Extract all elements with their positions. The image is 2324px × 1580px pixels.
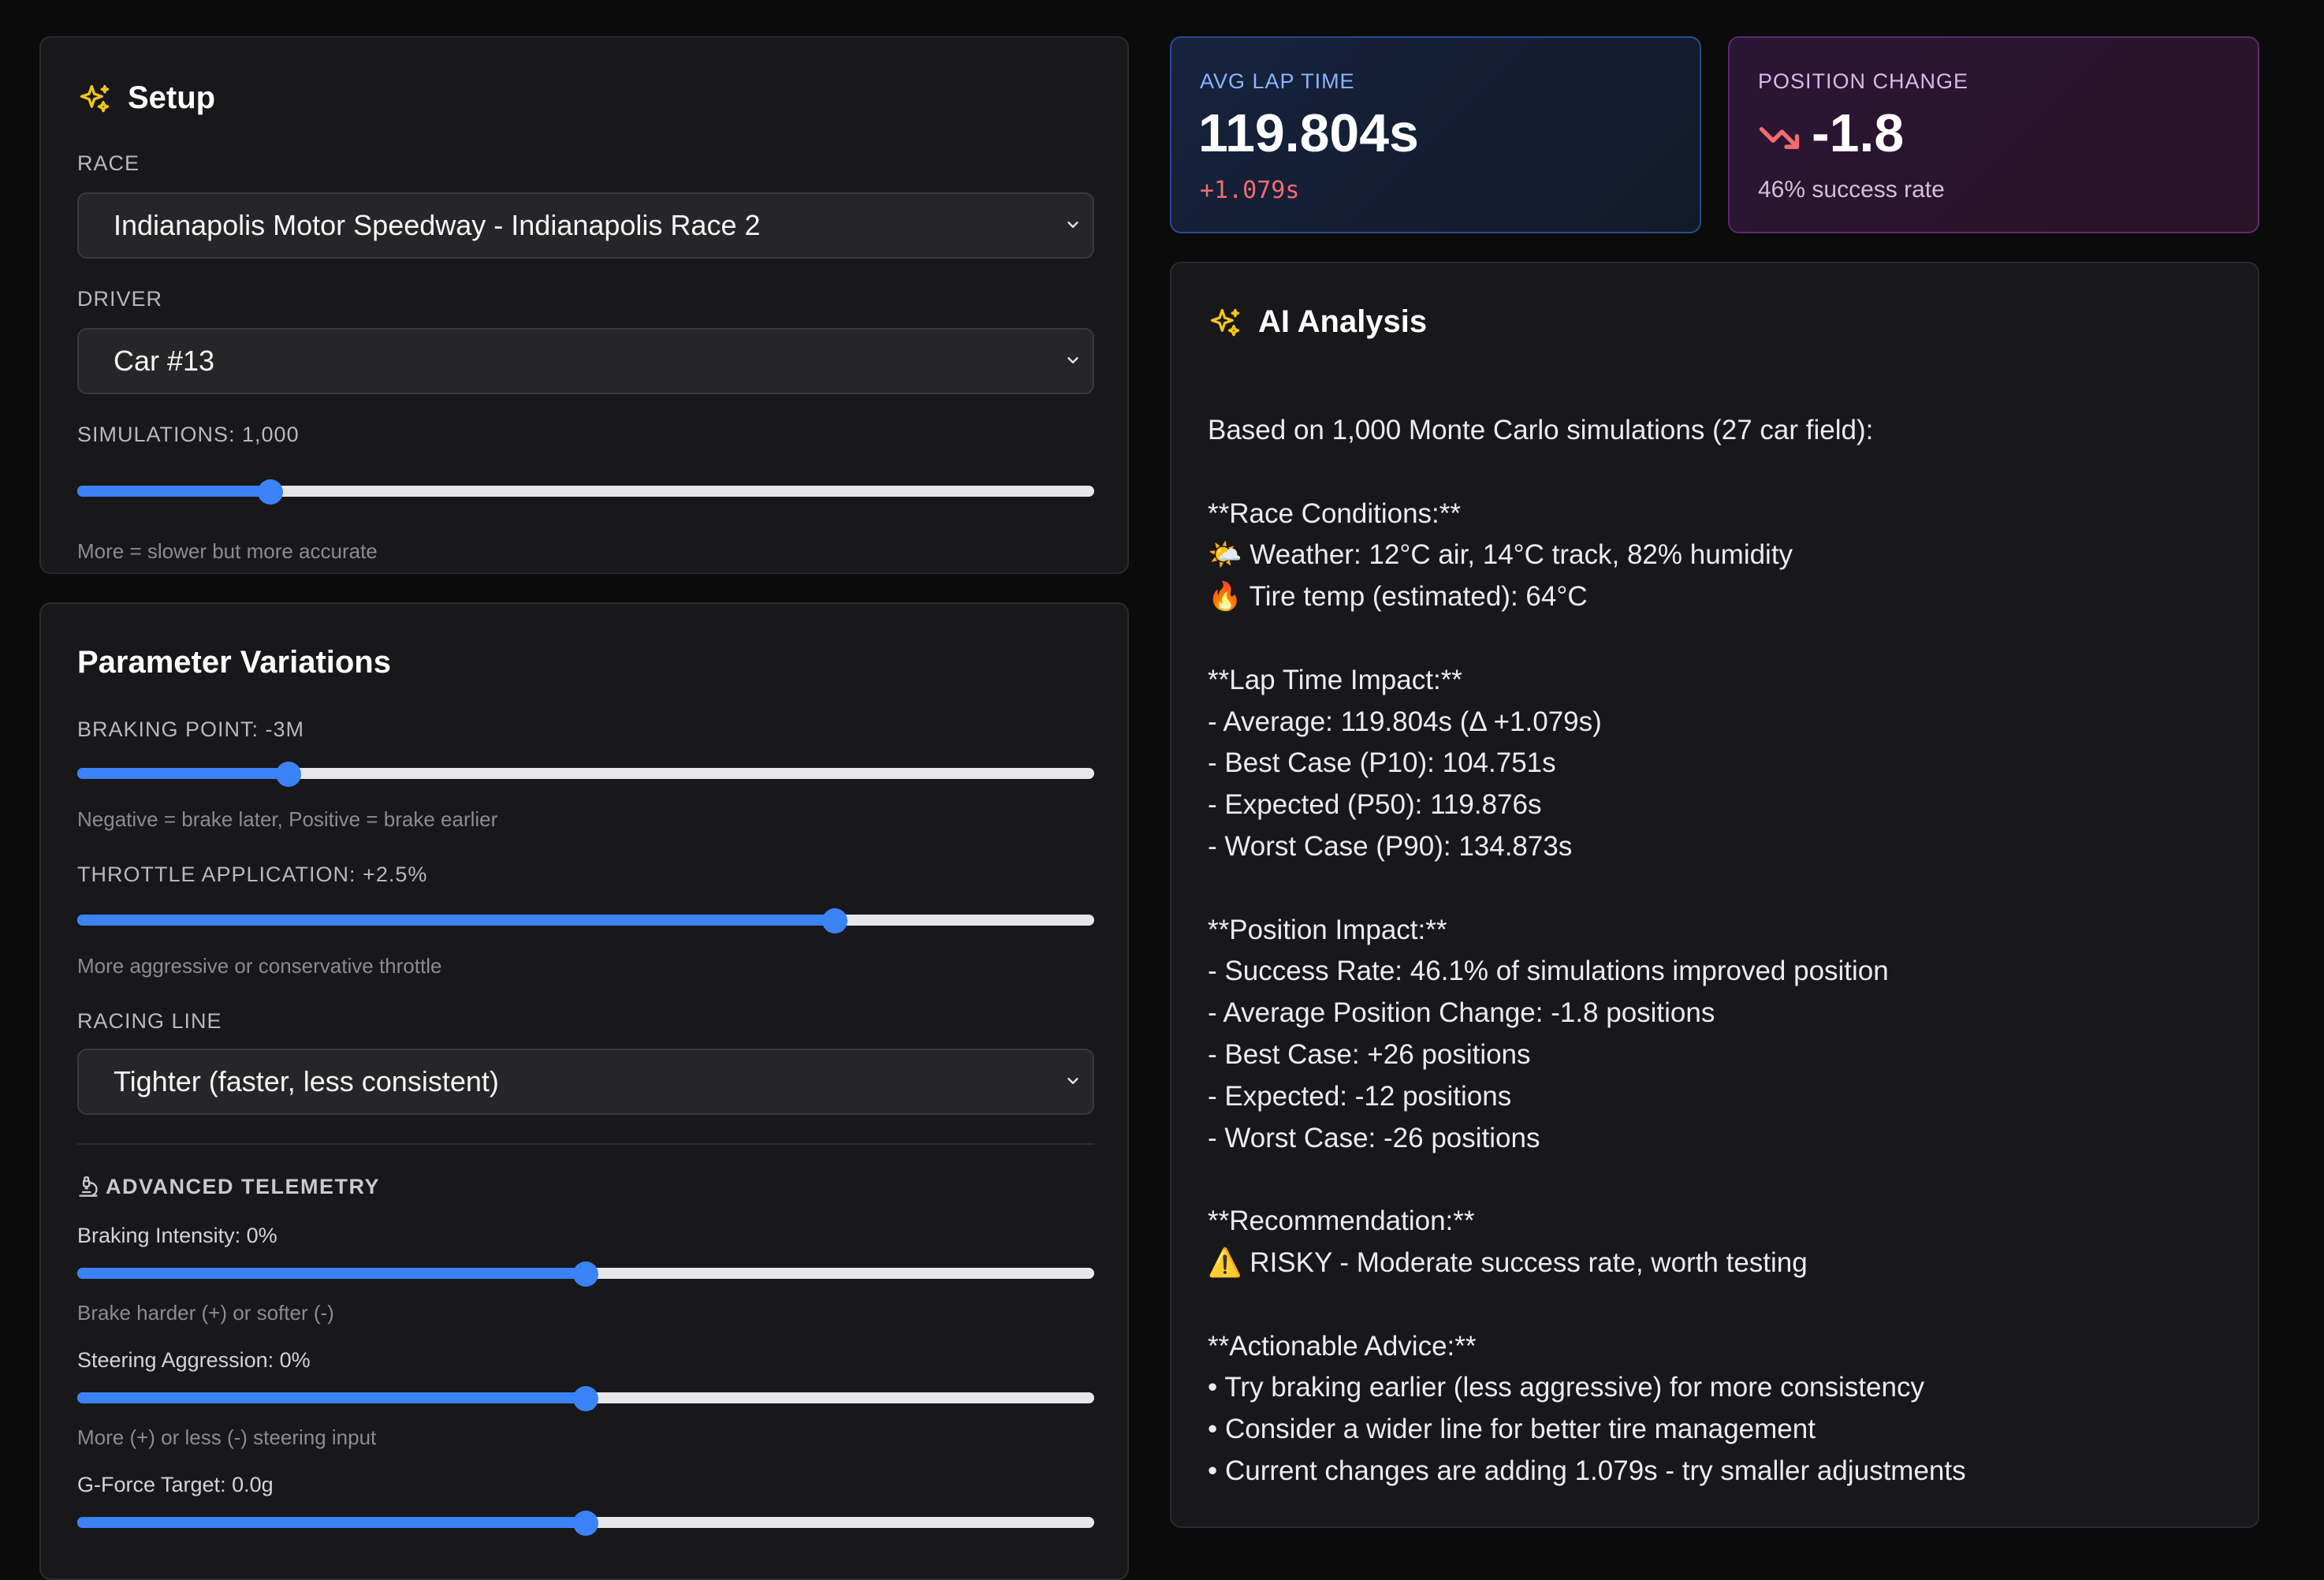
- position-change-value: -1.8: [1812, 103, 1905, 163]
- avg-lap-time-delta: +1.079s: [1200, 177, 1300, 204]
- analysis-line: • Try braking earlier (less aggressive) …: [1208, 1372, 1924, 1403]
- analysis-line: **Race Conditions:**: [1208, 497, 1462, 529]
- slider-thumb[interactable]: [573, 1386, 598, 1411]
- simulations-hint: More = slower but more accurate: [77, 539, 378, 563]
- analysis-line: • Consider a wider line for better tire …: [1208, 1414, 1816, 1445]
- racing-line-label: RACING LINE: [77, 1009, 222, 1033]
- position-change-label: POSITION CHANGE: [1758, 69, 1969, 93]
- avg-lap-time-value: 119.804s: [1198, 103, 1419, 163]
- analysis-line: - Best Case: +26 positions: [1208, 1038, 1531, 1070]
- braking-point-slider[interactable]: [77, 762, 1094, 787]
- chevron-down-icon: [1067, 1078, 1078, 1084]
- analysis-line: - Best Case (P10): 104.751s: [1208, 747, 1556, 779]
- braking-point-label: BRAKING POINT: -3M: [77, 717, 305, 741]
- ai-analysis-panel: AI Analysis Based on 1,000 Monte Carlo s…: [1170, 262, 2259, 1528]
- braking-intensity-label: Braking Intensity: 0%: [77, 1224, 277, 1247]
- analysis-line: • Current changes are adding 1.079s - tr…: [1208, 1455, 1966, 1486]
- microscope-icon: [79, 1176, 98, 1197]
- braking-intensity-hint: Brake harder (+) or softer (-): [77, 1301, 334, 1325]
- advanced-telemetry-title: ADVANCED TELEMETRY: [106, 1175, 381, 1198]
- analysis-line: [1208, 868, 2233, 910]
- setup-title: Setup: [128, 80, 216, 115]
- steering-aggression-label: Steering Aggression: 0%: [77, 1348, 311, 1372]
- slider-fill: [77, 1517, 586, 1528]
- analysis-text: Based on 1,000 Monte Carlo simulations (…: [1208, 410, 2233, 1492]
- analysis-line: [1208, 1159, 2233, 1201]
- section-divider: [77, 1143, 1094, 1145]
- simulations-slider[interactable]: [77, 479, 1094, 505]
- driver-select[interactable]: Car #13: [77, 328, 1094, 394]
- parameter-variations-title: Parameter Variations: [77, 645, 391, 680]
- analysis-line: [1208, 452, 2233, 494]
- sparkles-icon: [80, 84, 110, 113]
- race-select-value: Indianapolis Motor Speedway - Indianapol…: [114, 209, 761, 241]
- analysis-line: - Expected (P50): 119.876s: [1208, 789, 1542, 821]
- braking-intensity-slider[interactable]: [77, 1261, 1094, 1287]
- analysis-line: **Recommendation:**: [1208, 1205, 1475, 1237]
- trending-down-icon: [1759, 127, 1800, 149]
- slider-fill: [77, 486, 271, 497]
- analysis-line: - Success Rate: 46.1% of simulations imp…: [1208, 956, 1889, 987]
- analysis-line: - Worst Case (P90): 134.873s: [1208, 830, 1573, 862]
- analysis-line: - Worst Case: -26 positions: [1208, 1122, 1540, 1153]
- racing-line-select-value: Tighter (faster, less consistent): [114, 1065, 499, 1097]
- g-force-target-slider[interactable]: [77, 1511, 1094, 1536]
- slider-fill: [77, 915, 836, 926]
- setup-panel: Setup RACE Indianapolis Motor Speedway -…: [39, 36, 1129, 574]
- analysis-line: - Expected: -12 positions: [1208, 1080, 1512, 1112]
- slider-thumb[interactable]: [822, 908, 848, 933]
- throttle-label: THROTTLE APPLICATION: +2.5%: [77, 863, 428, 886]
- slider-thumb[interactable]: [258, 479, 284, 505]
- slider-thumb[interactable]: [276, 762, 302, 787]
- sparkles-icon: [1210, 308, 1240, 337]
- slider-thumb[interactable]: [573, 1261, 598, 1287]
- analysis-line: **Lap Time Impact:**: [1208, 664, 1462, 695]
- analysis-line: ⚠️ RISKY - Moderate success rate, worth …: [1208, 1246, 1808, 1278]
- parameter-variations-panel: Parameter Variations BRAKING POINT: -3M …: [39, 602, 1129, 1580]
- analysis-line: **Actionable Advice:**: [1208, 1330, 1477, 1362]
- race-select[interactable]: Indianapolis Motor Speedway - Indianapol…: [77, 192, 1094, 259]
- analysis-line: **Position Impact:**: [1208, 914, 1447, 945]
- braking-point-hint: Negative = brake later, Positive = brake…: [77, 807, 498, 831]
- chevron-down-icon: [1067, 222, 1078, 228]
- slider-fill: [77, 1268, 586, 1279]
- ai-analysis-title: AI Analysis: [1258, 304, 1428, 339]
- position-change-card: POSITION CHANGE -1.8 46% success rate: [1728, 36, 2259, 233]
- slider-fill: [77, 1392, 586, 1403]
- race-label: RACE: [77, 151, 140, 175]
- analysis-line: [1208, 618, 2233, 660]
- avg-lap-time-card: AVG LAP TIME 119.804s +1.079s: [1170, 36, 1701, 233]
- position-change-sub: 46% success rate: [1758, 177, 1945, 203]
- simulations-label: SIMULATIONS: 1,000: [77, 423, 300, 446]
- racing-line-select[interactable]: Tighter (faster, less consistent): [77, 1049, 1094, 1115]
- driver-select-value: Car #13: [114, 345, 215, 377]
- slider-track: [77, 486, 1094, 497]
- driver-label: DRIVER: [77, 287, 163, 311]
- slider-thumb[interactable]: [573, 1511, 598, 1536]
- analysis-line: - Average Position Change: -1.8 position…: [1208, 997, 1715, 1029]
- analysis-line: Based on 1,000 Monte Carlo simulations (…: [1208, 415, 1874, 445]
- steering-aggression-slider[interactable]: [77, 1386, 1094, 1411]
- avg-lap-time-label: AVG LAP TIME: [1200, 69, 1355, 93]
- slider-track: [77, 768, 1094, 779]
- chevron-down-icon: [1067, 357, 1078, 363]
- analysis-line: 🌤️ Weather: 12°C air, 14°C track, 82% hu…: [1208, 539, 1793, 571]
- throttle-slider[interactable]: [77, 908, 1094, 933]
- g-force-target-label: G-Force Target: 0.0g: [77, 1473, 274, 1496]
- analysis-line: [1208, 1284, 2233, 1326]
- analysis-line: - Average: 119.804s (Δ +1.079s): [1208, 706, 1602, 737]
- steering-aggression-hint: More (+) or less (-) steering input: [77, 1425, 377, 1449]
- slider-fill: [77, 768, 289, 779]
- analysis-line: 🔥 Tire temp (estimated): 64°C: [1208, 581, 1588, 613]
- throttle-hint: More aggressive or conservative throttle: [77, 954, 442, 978]
